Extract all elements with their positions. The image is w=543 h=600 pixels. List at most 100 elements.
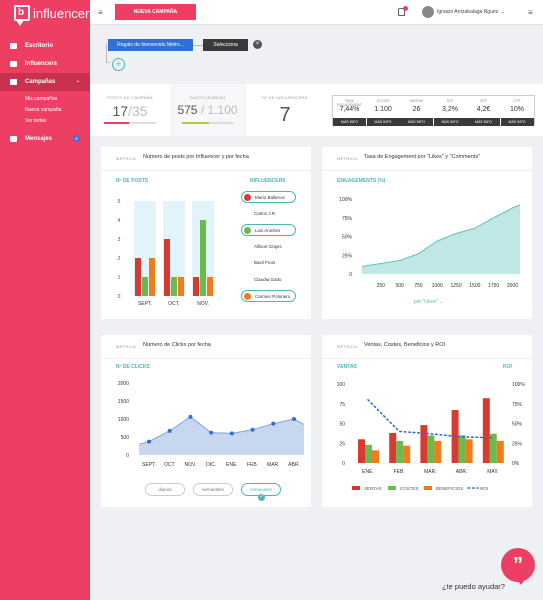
y2-tick-label: 75% [512, 402, 523, 408]
clicks-point [209, 430, 214, 435]
megaphone-icon [10, 79, 17, 85]
sidebar-item-influencers[interactable]: Influencers [0, 55, 90, 73]
x-tick-label: 1750 [488, 283, 499, 289]
menu-toggle-icon[interactable]: ≡ [98, 8, 103, 17]
metric-cell: CPC 4,2€ MÁS INFO [467, 96, 500, 126]
influencer-item[interactable]: Luis Aniches [241, 224, 296, 236]
influencer-item[interactable]: Mario Ballenos [241, 191, 296, 203]
metric-head: CLICKS [376, 99, 390, 103]
select-chip[interactable]: Selecciona [203, 39, 248, 51]
sidebar-subitem-mis-campanas[interactable]: Mis campañas [25, 96, 58, 102]
sidebar-item-label: Escritorio [25, 43, 54, 49]
more-info-button[interactable]: MÁS INFO [400, 118, 433, 126]
engagement-area [362, 205, 520, 274]
bar [489, 433, 497, 463]
engagement-line [361, 204, 521, 267]
selected-dot [244, 293, 251, 300]
engagement-selector[interactable]: por "Likes" ⌄ [414, 299, 444, 305]
metric-value: 1.100 [374, 106, 392, 113]
daily-pill[interactable]: diarios [145, 483, 185, 496]
clicks-point [229, 431, 234, 436]
more-info-button[interactable]: MÁS INFO [333, 118, 366, 126]
users-icon [10, 61, 17, 67]
filter-area: Regalo de bienvenido Metro... Selecciona… [90, 25, 543, 80]
more-info-button[interactable]: MÁS INFO [433, 118, 467, 126]
metric-value: 7,44% [339, 106, 360, 113]
influencers-label: INFLUENCERS [250, 178, 286, 184]
bar [496, 440, 504, 463]
influencer-item[interactable]: Claudia Gado [254, 276, 282, 282]
card-kicker: MÉTRICA [337, 156, 358, 161]
card-kicker: MÉTRICA [337, 344, 358, 349]
metric-head: TASA ENGAGEMENT [337, 99, 362, 107]
engagement-chart: 0 25% 50% 75% 100% 250 500 750 1000 1250 1500 1750 2… [339, 197, 521, 289]
add-filter-button[interactable]: + [112, 58, 125, 71]
y-tick-label: 50% [342, 235, 353, 241]
x-tick-label: ABR. [456, 469, 468, 475]
selected-dot [244, 227, 251, 234]
logo-text: influencer [33, 6, 90, 21]
help-bubble-icon[interactable]: ” [501, 548, 535, 582]
dashboard-icon [10, 43, 17, 49]
x-tick-label: SEPT. [142, 462, 156, 468]
legend-label: COSTES [400, 486, 419, 491]
weekly-pill[interactable]: semanales [193, 483, 233, 496]
bar [193, 277, 199, 296]
legend-label: ROI [480, 486, 488, 491]
influencer-item[interactable]: Allison Grajes [254, 243, 282, 249]
bell-icon[interactable] [398, 8, 405, 16]
more-info-button[interactable]: MÁS INFO [500, 118, 534, 126]
metric-cell: ROI 3,2% MÁS INFO [433, 96, 467, 126]
y-tick-label: 1500 [118, 399, 129, 405]
posts-axis-label: Nº DE POSTS [116, 178, 149, 184]
y-tick-label: 5 [118, 199, 121, 205]
clicks-point [250, 427, 255, 432]
card-header: MÉTRICA Número de Clicks por fecha [101, 335, 311, 359]
campaign-chip[interactable]: Regalo de bienvenido Metro... [108, 39, 193, 51]
legend-label: VENTAS [364, 486, 382, 491]
x-tick-label: SEPT. [138, 301, 152, 307]
y2-tick-label: 50% [512, 422, 523, 428]
metric-value: 4,2€ [476, 106, 491, 113]
card-title: Número de posts por Influencer y por fec… [143, 154, 249, 160]
y2-tick-label: 25% [512, 441, 523, 447]
metric-value: 10% [509, 106, 524, 113]
sidebar-item-campanas[interactable]: Campañas ⌄ [0, 73, 90, 91]
selected-dot [244, 194, 251, 201]
avatar[interactable] [422, 6, 434, 18]
posts-progress-fill [104, 122, 130, 124]
sidebar-item-escritorio[interactable]: Escritorio [0, 37, 90, 55]
menu-icon[interactable]: ≡ [528, 8, 533, 17]
x-tick-label: 1250 [450, 283, 461, 289]
sidebar-subitem-nueva-campana[interactable]: Nueva campaña [25, 107, 62, 113]
stats-row: POSTS DE CAMPAÑA 17/35 GASTO (EUROS) 575… [90, 84, 543, 136]
clicks-point [167, 428, 172, 433]
bar [372, 450, 379, 463]
sidebar-subitem-ver-todas[interactable]: Ver todas [25, 118, 47, 124]
x-tick-label: 1500 [469, 283, 480, 289]
stat-spend: GASTO (EUROS) 575 / 1.100 [170, 84, 245, 136]
bar [178, 277, 184, 296]
card-header: MÉTRICA Número de posts por Influencer y… [101, 147, 311, 171]
bar [142, 277, 148, 296]
bar [171, 277, 177, 296]
close-icon[interactable]: × [253, 40, 262, 49]
posts-chart: 0 1 2 3 4 5 SEPT. OCT. NOV. [118, 199, 214, 307]
card-title: Ventas, Costes, Beneficios y ROI [364, 342, 446, 348]
more-info-button[interactable]: MÁS INFO [467, 118, 500, 126]
stat-posts: POSTS DE CAMPAÑA 17/35 [90, 84, 170, 136]
influencer-item[interactable]: Carmen Polonero [241, 290, 296, 302]
user-name[interactable]: Ignacio Arrizabalaga Rguez. ⌄ [437, 9, 506, 15]
influencer-item[interactable]: Basil Frost [254, 260, 276, 265]
posts-card: MÉTRICA Número de posts por Influencer y… [101, 147, 311, 319]
notification-dot [403, 6, 408, 11]
sidebar-item-mensajes[interactable]: Mensajes 2 [0, 130, 90, 148]
metric-cell: CLICKS 1.100 MÁS INFO [366, 96, 400, 126]
bar [200, 220, 206, 296]
stat-metrics-panel: TASA ENGAGEMENT 7,44% MÁS INFO CLICKS 1.100 M… [324, 84, 543, 136]
influencer-item[interactable]: Carlos J.R [254, 210, 276, 216]
more-info-button[interactable]: MÁS INFO [366, 118, 400, 126]
new-campaign-button[interactable]: NUEVA CAMPAÑA [115, 4, 196, 20]
y-tick-label: 3 [118, 237, 121, 243]
help-text[interactable]: ¿te puedo ayudar? [442, 582, 505, 591]
